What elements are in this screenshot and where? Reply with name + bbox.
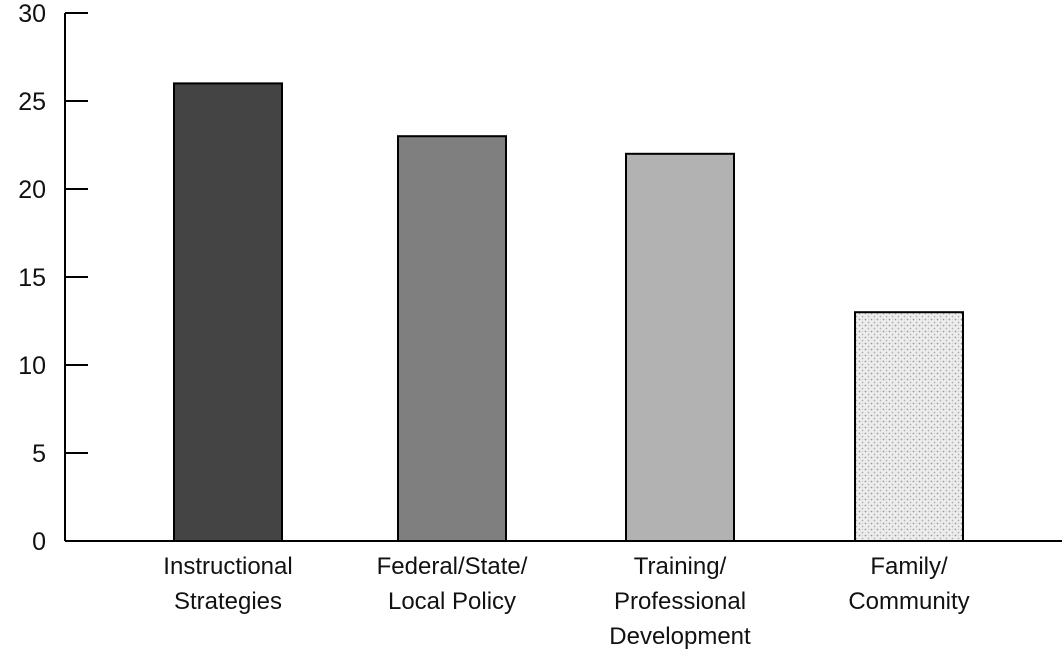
x-category-label: Training/Professional Development: [609, 553, 751, 650]
x-category-label: Instructional Strategies: [163, 553, 292, 615]
bar: [625, 152, 735, 543]
bars: [173, 82, 964, 543]
bar: [397, 135, 507, 542]
x-category-label: Family/Community: [848, 553, 969, 615]
y-axis-ticks: 0 5 10 15 20 25 30: [18, 0, 88, 556]
x-category-label: Federal/State/Local Policy: [377, 553, 528, 615]
category-labels: Instructional Strategies Federal/State/Loc…: [163, 553, 969, 650]
y-tick-label: 15: [18, 264, 46, 292]
y-tick-label: 30: [18, 0, 46, 28]
y-tick-label: 10: [18, 352, 46, 380]
y-tick-label: 25: [18, 88, 46, 116]
y-tick-label: 20: [18, 176, 46, 204]
y-tick-label: 5: [32, 440, 46, 468]
bar: [173, 82, 283, 543]
bar: [854, 311, 964, 543]
y-tick-label: 0: [32, 528, 46, 556]
